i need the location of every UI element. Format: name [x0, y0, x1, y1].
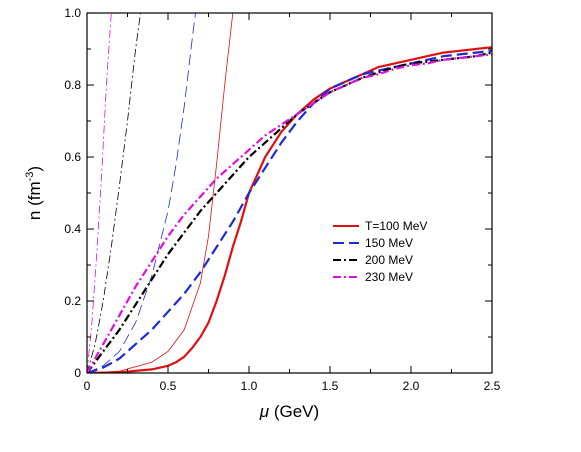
series-line-0 — [87, 46, 492, 373]
x-axis-label: μ (GeV) — [259, 402, 319, 421]
tick-labels: 0 0.5 1.0 1.5 2.0 2.5 0 0.2 0.4 0.6 0.8 1.0 — [64, 6, 500, 393]
y-tick-label: 0 — [74, 366, 81, 380]
legend-label: 230 MeV — [365, 270, 413, 284]
legend-label: 200 MeV — [365, 253, 413, 267]
thin-curve-1 — [87, 13, 196, 373]
y-axis-label: n (fm-3) — [24, 166, 44, 220]
y-axis-close: ) — [25, 166, 44, 172]
legend-label: 150 MeV — [365, 236, 413, 250]
thin-curve-2 — [87, 13, 141, 373]
x-axis-symbol: μ — [259, 402, 270, 421]
series-line-2 — [87, 51, 492, 373]
y-tick-label: 1.0 — [64, 6, 81, 20]
y-axis-exponent: -3 — [24, 172, 36, 182]
y-tick-label: 0.4 — [64, 222, 81, 236]
y-tick-label: 0.2 — [64, 294, 81, 308]
thin-curve-3 — [87, 13, 112, 373]
x-tick-label: 2.0 — [403, 379, 420, 393]
series-line-1 — [87, 49, 492, 373]
thin-curve-0 — [87, 13, 234, 373]
y-axis-main: n (fm — [25, 181, 44, 220]
legend: T=100 MeV 150 MeV 200 MeV 230 MeV — [333, 219, 427, 284]
plot-curves — [87, 13, 492, 373]
axis-ticks — [86, 12, 493, 374]
y-tick-label: 0.6 — [64, 150, 81, 164]
x-tick-label: 1.5 — [322, 379, 339, 393]
x-tick-label: 0.5 — [160, 379, 177, 393]
series-line-3 — [87, 53, 492, 373]
y-tick-label: 0.8 — [64, 78, 81, 92]
x-tick-label: 2.5 — [484, 379, 501, 393]
x-tick-label: 0 — [84, 379, 91, 393]
plot-frame — [86, 12, 493, 374]
x-tick-label: 1.0 — [241, 379, 258, 393]
x-axis-unit: (GeV) — [269, 402, 319, 421]
legend-label: T=100 MeV — [365, 219, 427, 233]
